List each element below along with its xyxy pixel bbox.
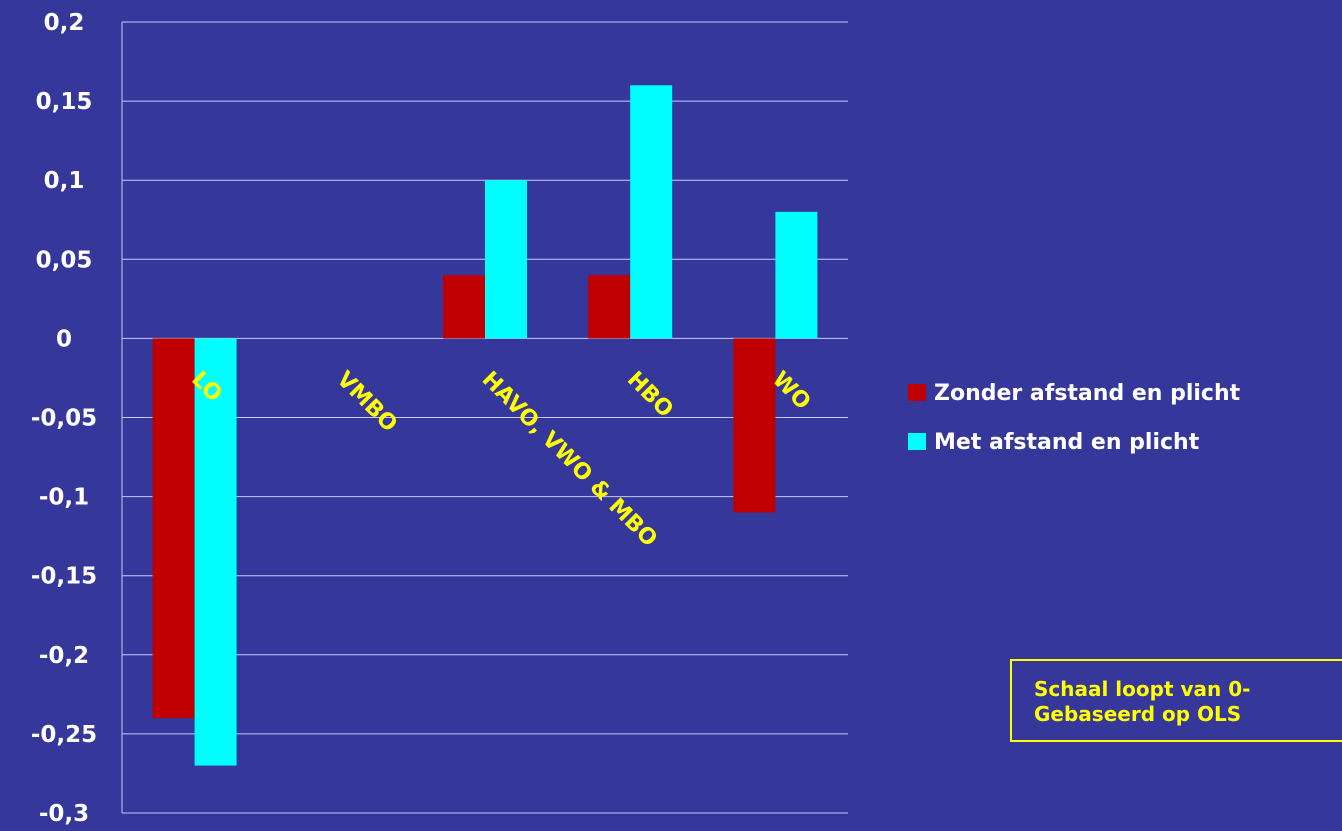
legend-swatch [908,433,926,450]
bars [152,85,818,766]
y-tick-label: -0,15 [31,564,97,590]
bar-met-0 [194,338,237,766]
note-line-2: Gebaseerd op OLS [1034,702,1242,726]
legend-swatch [908,384,926,401]
y-tick-label: -0,05 [31,406,97,432]
bar-zonder-2 [443,275,485,339]
y-tick-label: 0 [56,326,72,352]
bar-zonder-3 [588,275,631,339]
bar-met-2 [485,180,527,339]
bar-met-3 [630,85,673,339]
note-line-1: Schaal loopt van 0- [1034,677,1251,701]
bar-zonder-4 [733,338,776,513]
note-box: Schaal loopt van 0- Gebaseerd op OLS [1010,659,1342,742]
y-tick-label: 0,15 [36,89,93,115]
y-tick-label: -0,25 [31,722,97,748]
bar-met-4 [775,211,818,339]
category-label: VMBO [332,367,402,437]
legend: Zonder afstand en plicht Met afstand en p… [908,381,1241,455]
y-tick-label: -0,2 [39,643,89,669]
y-tick-label: -0,1 [39,485,89,511]
category-label: HBO [622,367,678,423]
y-tick-label: 0,2 [44,10,85,36]
legend-label: Met afstand en plicht [934,430,1200,455]
y-tick-label: 0,1 [44,168,85,194]
bar-zonder-0 [152,338,195,719]
y-tick-label: -0,3 [39,801,89,827]
y-tick-label: 0,05 [36,247,93,273]
y-axis-tick-labels: 0,2 0,15 0,1 0,05 0 -0,05 -0,1 -0,15 -0,2 -0,25 -0… [31,10,97,827]
legend-label: Zonder afstand en plicht [934,381,1241,406]
